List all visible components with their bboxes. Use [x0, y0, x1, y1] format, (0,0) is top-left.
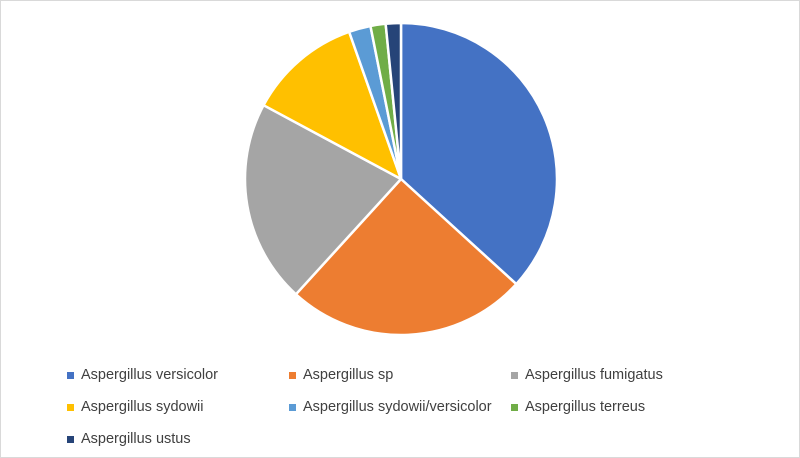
- legend-item-aspergillus-sydowii: Aspergillus sydowii: [67, 399, 289, 415]
- pie-slice-aspergillus-fumigatus: [243, 103, 403, 296]
- legend-item-aspergillus-versicolor: Aspergillus versicolor: [67, 367, 289, 383]
- legend-label: Aspergillus fumigatus: [525, 367, 663, 383]
- legend-swatch: [289, 403, 296, 411]
- legend-label: Aspergillus ustus: [81, 431, 191, 447]
- legend-row: Aspergillus sydowii Aspergillus sydowii/…: [67, 391, 767, 423]
- legend-swatch: [289, 371, 296, 379]
- legend-item-aspergillus-sp: Aspergillus sp: [289, 367, 511, 383]
- pie-slice-aspergillus-sp: [294, 177, 518, 337]
- legend-swatch: [67, 371, 74, 379]
- legend-item-aspergillus-terreus: Aspergillus terreus: [511, 399, 731, 415]
- legend: Aspergillus versicolor Aspergillus sp As…: [67, 359, 767, 455]
- legend-label: Aspergillus versicolor: [81, 367, 218, 383]
- legend-swatch: [511, 403, 518, 411]
- legend-item-aspergillus-ustus: Aspergillus ustus: [67, 431, 289, 447]
- legend-label: Aspergillus sydowii/versicolor: [303, 399, 492, 415]
- legend-label: Aspergillus sp: [303, 367, 394, 383]
- pie-slice-aspergillus-versicolor: [399, 21, 559, 286]
- legend-label: Aspergillus sydowii: [81, 399, 204, 415]
- legend-label: Aspergillus terreus: [525, 399, 646, 415]
- legend-item-aspergillus-fumigatus: Aspergillus fumigatus: [511, 367, 731, 383]
- legend-swatch: [511, 371, 518, 379]
- legend-item-aspergillus-sydowii-versicolor: Aspergillus sydowii/versicolor: [289, 399, 511, 415]
- legend-row: Aspergillus ustus: [67, 423, 767, 455]
- pie-slice-aspergillus-ustus: [384, 21, 403, 181]
- legend-swatch: [67, 435, 74, 443]
- legend-row: Aspergillus versicolor Aspergillus sp As…: [67, 359, 767, 391]
- legend-swatch: [67, 403, 74, 411]
- pie-slice-aspergillus-sydowii: [262, 30, 403, 181]
